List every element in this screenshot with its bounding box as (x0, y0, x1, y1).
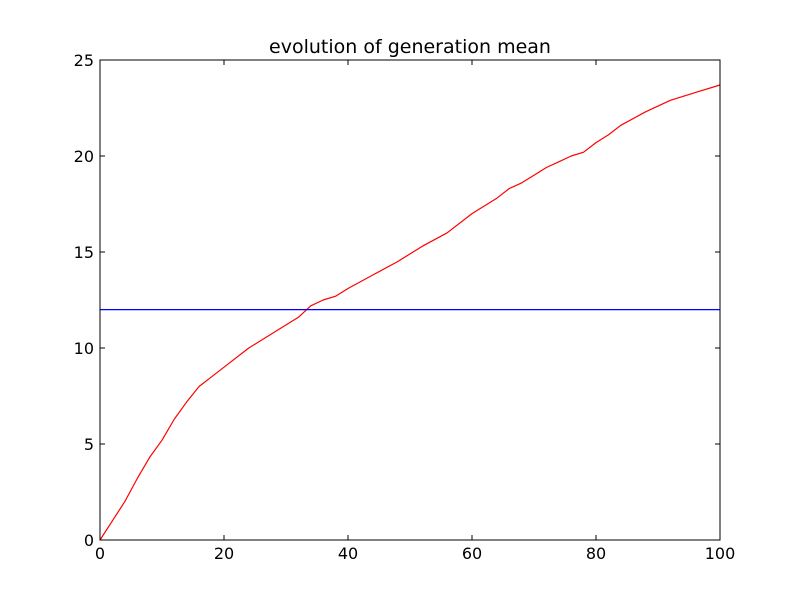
x-tick-label: 60 (462, 544, 482, 563)
y-tick-label: 10 (74, 339, 94, 358)
x-tick-label: 20 (214, 544, 234, 563)
plot-frame (99, 59, 721, 541)
series-line-0 (99, 84, 721, 541)
x-tick-label: 80 (586, 544, 606, 563)
x-tick-label: 40 (338, 544, 358, 563)
y-tick-label: 15 (74, 243, 94, 262)
y-tick-label: 20 (74, 147, 94, 166)
y-tick-label: 0 (84, 531, 94, 550)
chart-title: evolution of generation mean (269, 36, 551, 58)
y-tick-label: 5 (84, 435, 94, 454)
x-tick-label: 0 (95, 544, 105, 563)
x-tick-label: 100 (705, 544, 736, 563)
y-tick-label: 25 (74, 51, 94, 70)
